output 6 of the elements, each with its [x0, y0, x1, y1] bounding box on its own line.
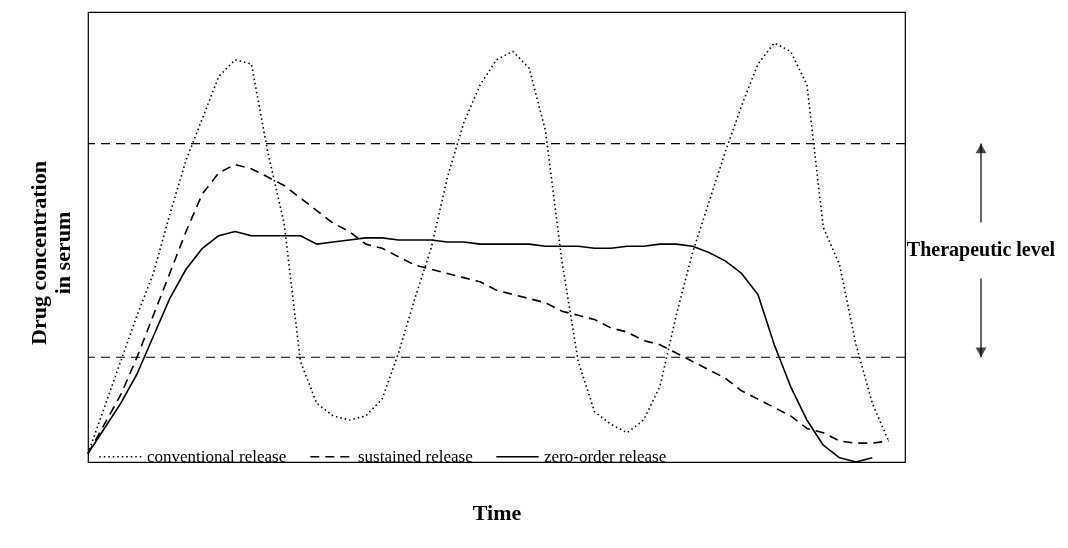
legend-label: sustained release [358, 446, 473, 466]
y-axis-title: Drug concentration in serum [25, 161, 75, 345]
legend-label: zero-order release [544, 446, 667, 466]
legend-label: conventional release [147, 446, 287, 466]
text: Therapeutic level [906, 238, 1056, 262]
x-axis-title: Time [472, 499, 522, 525]
